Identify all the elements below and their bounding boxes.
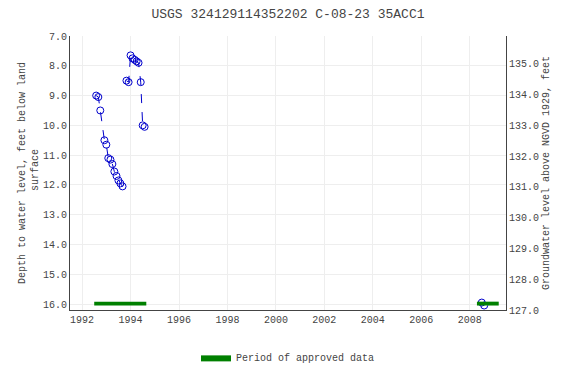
svg-text:11.0: 11.0 [43,151,67,162]
svg-text:10.0: 10.0 [43,121,67,132]
svg-text:8.0: 8.0 [49,61,67,72]
svg-text:2004: 2004 [361,315,385,326]
svg-text:1992: 1992 [70,315,94,326]
svg-text:2000: 2000 [264,315,288,326]
svg-text:1998: 1998 [215,315,239,326]
svg-text:16.0: 16.0 [43,300,67,311]
svg-text:130.0: 130.0 [509,213,539,224]
svg-text:129.0: 129.0 [509,244,539,255]
svg-text:Groundwater level above NGVD 1: Groundwater level above NGVD 1929, feet [541,56,552,290]
svg-text:135.0: 135.0 [509,59,539,70]
svg-text:1996: 1996 [167,315,191,326]
svg-text:9.0: 9.0 [49,91,67,102]
svg-text:128.0: 128.0 [509,275,539,286]
svg-text:2002: 2002 [312,315,336,326]
svg-text:127.0: 127.0 [509,306,539,317]
svg-text:13.0: 13.0 [43,210,67,221]
svg-text:2008: 2008 [458,315,482,326]
svg-text:12.0: 12.0 [43,180,67,191]
svg-text:132.0: 132.0 [509,152,539,163]
svg-text:134.0: 134.0 [509,90,539,101]
svg-text:Period of approved data: Period of approved data [236,353,374,364]
svg-text:Depth to water level, feet bel: Depth to water level, feet below land su… [17,62,41,284]
svg-text:7.0: 7.0 [49,32,67,43]
svg-text:1994: 1994 [119,315,143,326]
svg-text:15.0: 15.0 [43,270,67,281]
svg-text:14.0: 14.0 [43,240,67,251]
svg-text:131.0: 131.0 [509,182,539,193]
svg-text:2006: 2006 [409,315,433,326]
svg-text:133.0: 133.0 [509,121,539,132]
svg-text:USGS 324129114352202 C-08-23 3: USGS 324129114352202 C-08-23 35ACC1 [151,7,424,22]
